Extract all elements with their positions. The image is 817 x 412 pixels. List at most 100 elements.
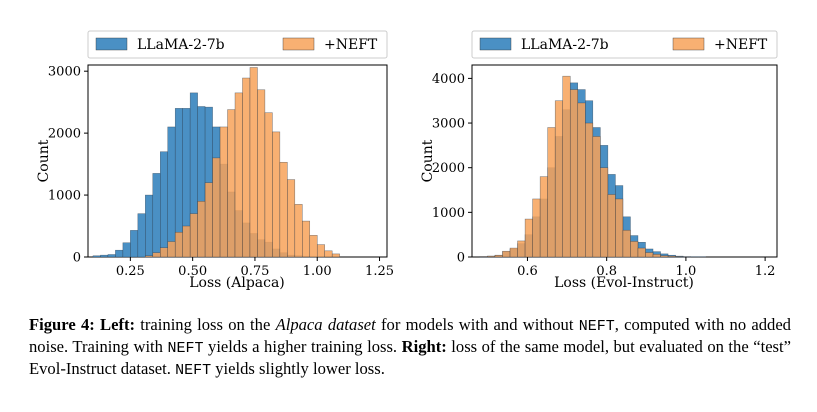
left-bar-neft-19 (234, 92, 243, 258)
caption-text-3: , computed with no added noise. Training… (29, 315, 791, 356)
left-bars (92, 67, 340, 258)
caption-dataset-name: Alpaca dataset (275, 315, 376, 334)
left-legend-box (87, 30, 388, 59)
left-xtick-label: 0.75 (240, 264, 269, 279)
right-xtick-label: 0.6 (517, 264, 538, 279)
left-bar-llama-9 (160, 151, 168, 258)
left-bar-neft-29 (309, 235, 318, 258)
left-bar-neft-26 (287, 179, 296, 258)
figure-caption: Figure 4: Left: training loss on the Alp… (29, 315, 791, 381)
right-bar-neft-11 (562, 75, 571, 258)
caption-neft-1: NEFT (578, 318, 615, 335)
left-legend-swatch-llama (95, 37, 128, 51)
left-bar-llama-10 (167, 126, 176, 258)
left-bar-neft-12 (182, 225, 191, 258)
left-xtick-label: 1.00 (303, 264, 332, 279)
right-bar-neft-18 (615, 198, 624, 258)
right-bar-neft-3 (502, 250, 511, 258)
left-bar-neft-30 (316, 244, 325, 258)
right-bar-neft-13 (577, 102, 586, 258)
caption-right-label: Right: (401, 337, 447, 356)
left-ytick-label: 0 (73, 251, 81, 266)
right-bar-neft-19 (622, 229, 631, 258)
right-ytick-label: 3000 (432, 117, 465, 132)
right-bar-neft-17 (607, 194, 616, 258)
left-ytick-label: 3000 (48, 65, 81, 80)
right-legend-label-llama: LLaMA-2-7b (521, 37, 609, 53)
right-bar-neft-10 (554, 100, 563, 258)
right-bar-neft-9 (547, 127, 556, 258)
left-bar-neft-13 (189, 213, 198, 258)
caption-text-5: loss of the same model, but evaluated on… (29, 337, 791, 378)
left-y-axis-label: Count (36, 139, 52, 182)
left-bar-llama-4 (122, 242, 131, 258)
right-yticks: 0 1000 2000 3000 4000 (432, 72, 472, 266)
caption-left-label: Left: (100, 315, 136, 334)
left-bar-neft-7 (145, 255, 154, 258)
right-bar-neft-20 (630, 241, 639, 258)
right-bar-neft-25 (667, 255, 676, 258)
left-legend-label-neft: +NEFT (324, 37, 378, 53)
left-bar-neft-10 (167, 241, 176, 258)
caption-text-2: for models with and without (375, 315, 579, 334)
left-bar-neft-18 (227, 109, 236, 258)
left-ytick-label: 1000 (48, 189, 81, 204)
left-bar-llama-0 (92, 255, 101, 258)
left-legend-label-llama: LLaMA-2-7b (137, 37, 225, 53)
right-x-axis-label: Loss (Evol-Instruct) (554, 275, 694, 291)
left-xtick-label: 0.50 (178, 264, 207, 279)
right-legend-swatch-neft (672, 37, 705, 51)
caption-text-4: yields a higher training loss. (203, 337, 402, 356)
right-legend-box (471, 30, 778, 59)
right-bar-neft-12 (569, 89, 579, 258)
left-bar-neft-9 (160, 247, 168, 258)
right-legend-label-neft: +NEFT (714, 37, 768, 53)
left-bar-neft-15 (204, 182, 213, 258)
left-bar-neft-8 (152, 252, 161, 258)
left-yticks: 0 1000 2000 3000 (48, 65, 88, 266)
right-bars (479, 75, 706, 258)
left-bar-neft-16 (212, 157, 221, 258)
right-ytick-label: 0 (457, 251, 465, 266)
right-bar-neft-24 (660, 255, 669, 258)
right-y-axis-label: Count (420, 139, 436, 182)
left-bar-neft-27 (294, 204, 303, 258)
caption-text-6: yields slightly lower loss. (211, 359, 385, 378)
right-histogram: 0.6 0.8 1.0 1.2 0 1000 2000 3000 4000 Loss (Evo… (420, 30, 778, 291)
right-bar-neft-21 (637, 247, 646, 258)
right-bar-neft-23 (652, 254, 661, 258)
right-ytick-label: 4000 (432, 72, 465, 87)
right-xtick-label: 0.8 (596, 264, 617, 279)
right-ytick-label: 1000 (432, 206, 465, 221)
right-bar-neft-4 (509, 247, 518, 258)
left-bar-llama-5 (130, 230, 139, 258)
caption-neft-3: NEFT (175, 362, 212, 379)
left-bar-neft-21 (249, 67, 258, 258)
left-xticks: 0.25 0.50 0.75 1.00 1.25 (116, 257, 394, 279)
left-bar-neft-31 (324, 250, 333, 258)
caption-neft-2: NEFT (167, 340, 204, 357)
left-bar-neft-23 (264, 112, 273, 258)
right-xtick-label: 1.0 (676, 264, 697, 279)
left-bar-llama-6 (137, 213, 146, 258)
caption-figure-label: Figure 4: (29, 315, 95, 334)
left-bar-neft-24 (272, 131, 281, 258)
left-bar-neft-32 (331, 253, 340, 258)
caption-text-1: training loss on the (135, 315, 276, 334)
right-bar-neft-22 (645, 252, 654, 258)
right-bar-neft-15 (592, 136, 601, 258)
right-legend-swatch-llama (479, 37, 512, 51)
right-bar-neft-7 (532, 198, 541, 258)
left-x-axis-label: Loss (Alpaca) (189, 275, 285, 291)
left-legend: LLaMA-2-7b +NEFT (87, 30, 388, 59)
right-xticks: 0.6 0.8 1.0 1.2 (517, 257, 775, 279)
left-bar-llama-7 (145, 194, 154, 258)
left-bar-neft-11 (174, 231, 183, 258)
right-bar-neft-14 (585, 122, 594, 258)
left-xtick-label: 0.25 (116, 264, 145, 279)
right-bar-neft-1 (487, 255, 496, 258)
left-bar-llama-8 (152, 173, 161, 258)
left-bar-neft-28 (302, 220, 311, 258)
right-legend: LLaMA-2-7b +NEFT (471, 30, 778, 59)
